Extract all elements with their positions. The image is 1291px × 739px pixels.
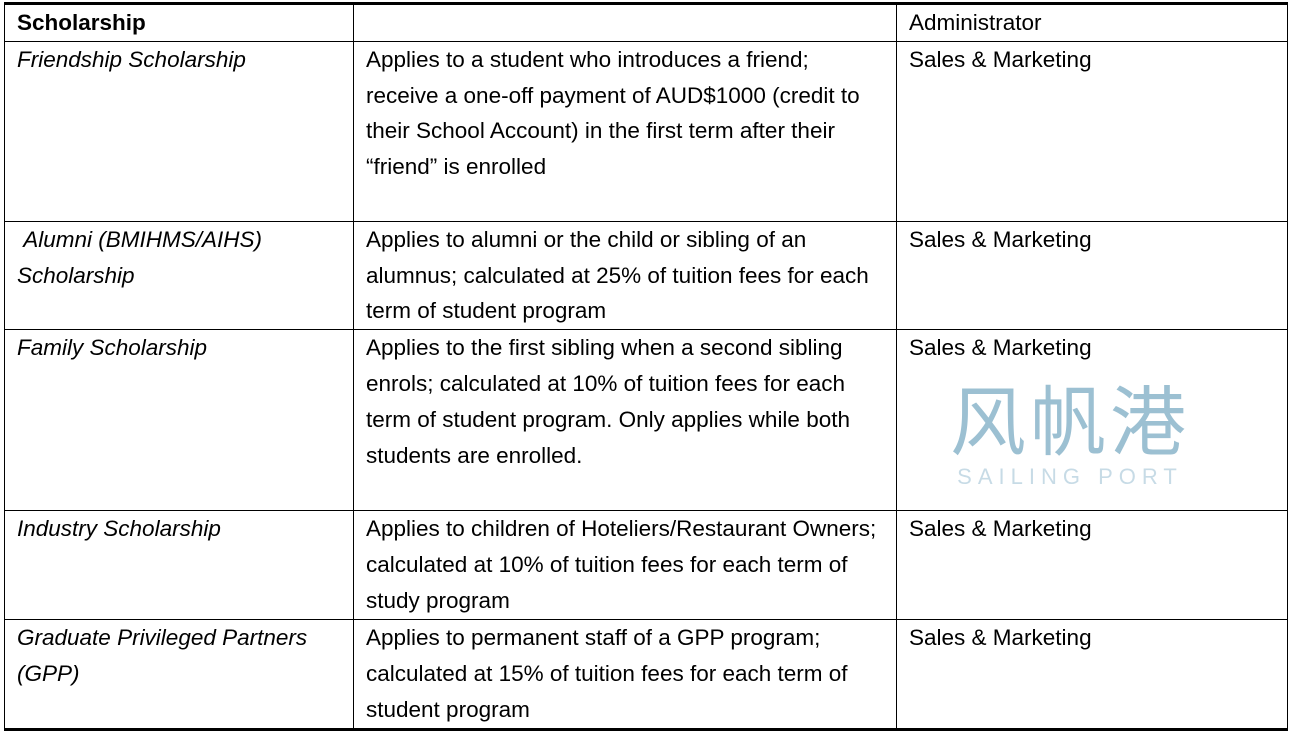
scholarship-name: Alumni (BMIHMS/AIHS) Scholarship	[4, 220, 354, 331]
header-scholarship: Scholarship	[4, 3, 354, 42]
table-row: Graduate Privileged Partners (GPP) Appli…	[4, 619, 1288, 730]
scholarship-administrator: Sales & Marketing	[896, 619, 1288, 730]
scholarship-administrator: Sales & Marketing	[896, 220, 1288, 331]
scholarship-description: Applies to the first sibling when a seco…	[353, 329, 897, 512]
scholarship-administrator: Sales & Marketing	[896, 40, 1288, 222]
scholarship-name: Graduate Privileged Partners (GPP)	[4, 619, 354, 730]
table-row: Industry Scholarship Applies to children…	[4, 510, 1288, 621]
header-description	[353, 3, 897, 42]
scholarship-description: Applies to permanent staff of a GPP prog…	[353, 619, 897, 730]
table-row: Family Scholarship Applies to the first …	[4, 329, 1288, 512]
scholarship-description: Applies to alumni or the child or siblin…	[353, 220, 897, 331]
scholarship-description: Applies to a student who introduces a fr…	[353, 40, 897, 222]
scholarship-description: Applies to children of Hoteliers/Restaur…	[353, 510, 897, 621]
scholarship-name: Industry Scholarship	[4, 510, 354, 621]
table-header-row: Scholarship Administrator	[4, 3, 1288, 42]
table-row: Friendship Scholarship Applies to a stud…	[4, 40, 1288, 222]
scholarship-name: Friendship Scholarship	[4, 40, 354, 222]
table-row: Alumni (BMIHMS/AIHS) Scholarship Applies…	[4, 220, 1288, 331]
header-administrator: Administrator	[896, 3, 1288, 42]
scholarship-administrator: Sales & Marketing	[896, 510, 1288, 621]
scholarship-name: Family Scholarship	[4, 329, 354, 512]
scholarship-administrator: Sales & Marketing	[896, 329, 1288, 512]
scholarship-table: Scholarship Administrator Friendship Sch…	[4, 2, 1288, 731]
